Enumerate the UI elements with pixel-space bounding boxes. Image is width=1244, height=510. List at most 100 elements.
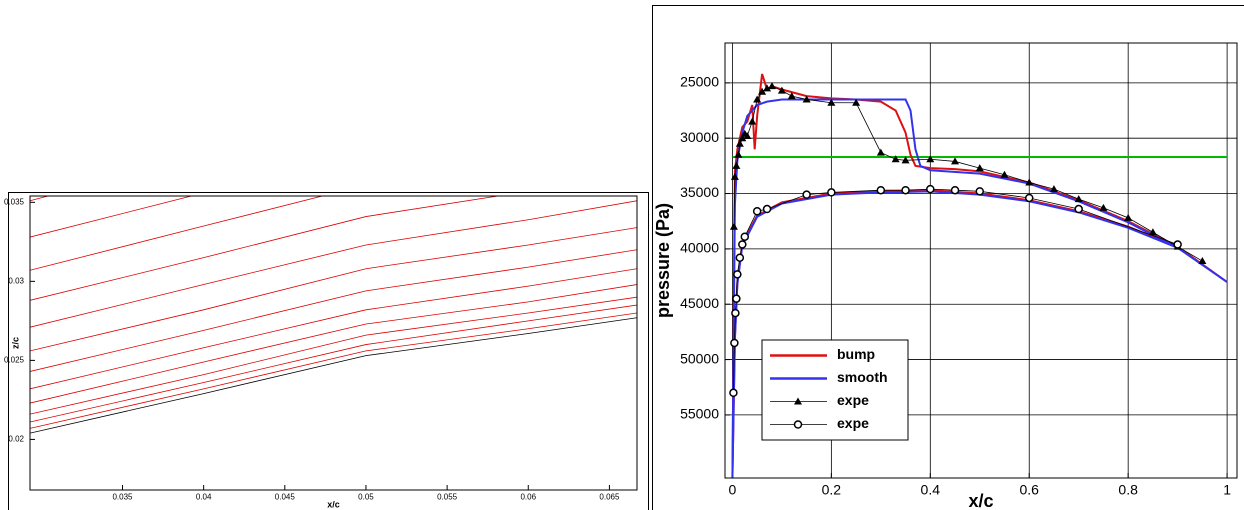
y-tick-label: 0.02 [8, 435, 24, 444]
marker-triangle [1099, 203, 1108, 211]
marker-triangle [1049, 185, 1058, 193]
y-tick-label: 45000 [680, 295, 719, 311]
marker-triangle [1198, 257, 1207, 265]
series-line [30, 296, 637, 415]
marker-triangle [1000, 170, 1009, 178]
series-group [30, 196, 637, 434]
series-line [30, 227, 637, 352]
marker-circle [926, 184, 935, 194]
marker-circle [738, 240, 747, 249]
marker-circle [735, 253, 745, 262]
marker-circle [762, 204, 772, 214]
legend-label: smooth [837, 369, 888, 385]
x-tick-label: 0.4 [921, 481, 941, 497]
series-line [30, 268, 637, 390]
y-tick-label: 35000 [680, 184, 719, 200]
marker-triangle [1124, 213, 1133, 221]
chart: 0.035 0.04 0.045 0.05 0.055 0.06 0.065 0.02 0.02… [4, 195, 638, 509]
marker-triangle [735, 139, 744, 147]
series-line [30, 317, 637, 434]
x-tick-label: 0.2 [822, 481, 842, 497]
marker-circle [752, 206, 762, 216]
marker-triangle [734, 150, 743, 158]
series-line [30, 312, 637, 429]
marker-circle [876, 185, 886, 195]
series-line [30, 284, 637, 404]
y-tick-label: 40000 [680, 240, 719, 256]
marker-circle [732, 294, 741, 303]
marker-triangle [794, 397, 802, 405]
marker-circle [729, 388, 738, 398]
y-axis-label: z/c [10, 337, 20, 349]
axes-frame [29, 195, 638, 491]
marker-circle [827, 188, 836, 197]
series-line [30, 249, 637, 372]
marker-triangle [767, 82, 776, 90]
y-tick-label: 30000 [680, 129, 719, 145]
legend-label: expe [837, 415, 869, 431]
marker-circle [901, 185, 910, 195]
x-tick-label: 0.045 [275, 492, 296, 501]
x-tick-label: 0 [729, 481, 737, 497]
x-tick-label: 0.04 [196, 492, 212, 501]
marker-triangle [732, 161, 741, 169]
series-line [30, 196, 193, 238]
axes-frame [724, 42, 1238, 479]
marker-triangle [753, 95, 762, 103]
marker-circle [1024, 193, 1034, 203]
marker-triangle [975, 164, 984, 172]
y-tick-label: 0.03 [8, 276, 24, 285]
marker-triangle [1025, 178, 1034, 186]
x-tick-label: 0.035 [112, 492, 133, 501]
marker-triangle [787, 92, 796, 100]
marker-circle [1074, 204, 1083, 214]
marker-triangle [827, 98, 836, 106]
legend-box [761, 339, 909, 441]
legend: bump smooth expe expe [761, 339, 909, 441]
chart: 0 0.2 0.4 0.6 0.8 1 25000 30000 35000 40000 45000 5… [653, 42, 1238, 510]
right-panel-frame [652, 5, 1244, 510]
series-line [30, 200, 637, 328]
x-tick-label: 0.055 [437, 492, 458, 501]
y-tick-label: 25000 [680, 74, 719, 90]
series-line [30, 304, 637, 423]
x-axis-label: x/c [327, 499, 340, 509]
left-panel-frame [8, 192, 649, 510]
marker-circle [733, 270, 742, 279]
series-line [30, 196, 501, 301]
marker-triangle [763, 84, 772, 92]
y-tick-label: 55000 [680, 406, 719, 422]
marker-circle [793, 420, 803, 429]
y-tick-label: 0.035 [4, 197, 25, 206]
marker-triangle [876, 148, 885, 156]
marker-triangle [743, 131, 752, 139]
marker-triangle [748, 117, 757, 125]
marker-circle [975, 187, 985, 196]
marker-triangle [926, 155, 935, 163]
marker-triangle [730, 172, 739, 180]
legend-label: bump [837, 346, 875, 362]
marker-circle [1173, 240, 1182, 249]
x-tick-label: 0.05 [358, 492, 374, 501]
marker-triangle [777, 86, 786, 94]
marker-circle [730, 338, 739, 348]
y-tick-label: 50000 [680, 350, 719, 366]
marker-circle [950, 185, 960, 195]
marker-triangle [852, 98, 861, 106]
marker-circle [740, 232, 750, 241]
x-tick-label: 1 [1223, 481, 1231, 497]
x-axis-label: x/c [968, 491, 993, 510]
series-group [729, 73, 1228, 478]
y-tick-label: 0.025 [4, 355, 25, 364]
marker-triangle [951, 157, 960, 165]
series-line [30, 196, 50, 202]
marker-triangle [802, 95, 811, 103]
series-line [30, 196, 324, 271]
marker-triangle [901, 156, 910, 164]
marker-triangle [758, 87, 767, 95]
legend-label: expe [837, 392, 869, 408]
marker-triangle [1074, 195, 1083, 203]
marker-triangle [738, 134, 747, 142]
x-tick-label: 0.8 [1118, 481, 1138, 497]
